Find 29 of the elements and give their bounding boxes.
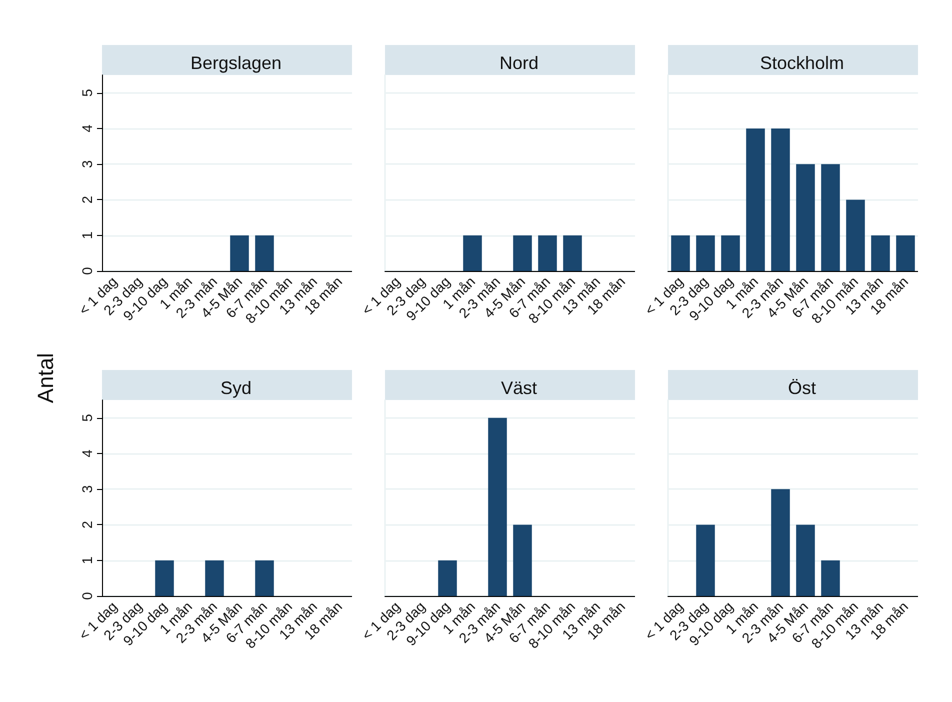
- chart-title: Stockholm: [760, 53, 844, 73]
- y-axis-title: Antal: [33, 352, 59, 404]
- chart-title: Bergslagen: [190, 53, 282, 73]
- y-tick-label: 1: [79, 556, 95, 564]
- y-tick-label: 0: [79, 266, 95, 275]
- y-tick-label: 0: [79, 592, 95, 600]
- chart-title: Syd: [220, 378, 252, 398]
- y-tick-label: 2: [79, 196, 95, 204]
- bar: [721, 235, 740, 271]
- y-tick-label: 1: [79, 231, 95, 240]
- y-tick-label: 2: [79, 520, 95, 529]
- y-tick-label: 5: [79, 414, 95, 422]
- bar: [671, 235, 690, 271]
- y-tick-label: 5: [79, 88, 95, 97]
- bar: [746, 128, 765, 271]
- bar: [696, 235, 715, 271]
- bar: [771, 128, 790, 271]
- y-tick-label: 4: [79, 449, 95, 458]
- y-tick-label: 3: [79, 160, 95, 168]
- chart-title: Väst: [500, 378, 538, 398]
- chart-title: Nord: [499, 53, 539, 73]
- bar: [846, 200, 865, 271]
- bar: [821, 164, 840, 271]
- bar: [871, 235, 890, 271]
- bar: [896, 235, 915, 271]
- bar: [796, 164, 815, 271]
- y-tick-label: 3: [79, 484, 95, 493]
- y-tick-label: 4: [79, 124, 95, 132]
- chart-title: Öst: [788, 378, 816, 398]
